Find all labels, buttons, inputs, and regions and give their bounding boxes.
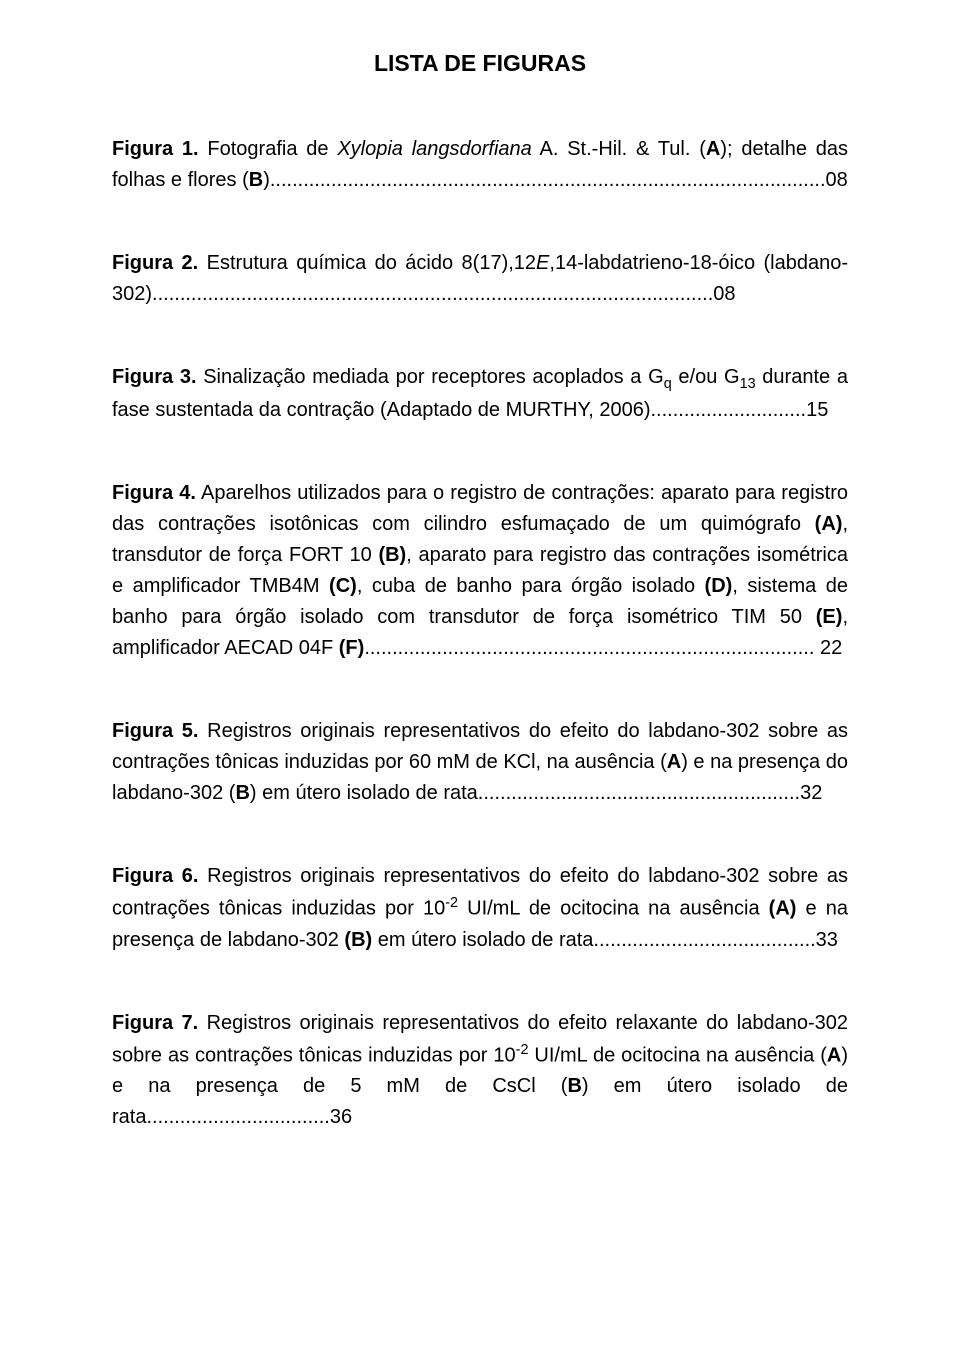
figure-label: Figura 6.	[112, 865, 198, 887]
figure-label: Figura 7.	[112, 1012, 198, 1034]
figure-entry-3: Figura 3. Sinalização mediada por recept…	[112, 362, 848, 426]
figure-entry-2: Figura 2. Estrutura química do ácido 8(1…	[112, 248, 848, 310]
bold-text: (D)	[705, 575, 733, 597]
text: , cuba de banho para órgão isolado	[357, 575, 705, 597]
figure-label: Figura 2.	[112, 252, 198, 274]
text: Sinalização mediada por receptores acopl…	[197, 366, 664, 388]
superscript: -2	[516, 1042, 529, 1058]
bold-text: (C)	[329, 575, 357, 597]
text: ) em útero isolado de rata..............…	[250, 782, 822, 804]
figure-entry-4: Figura 4. Aparelhos utilizados para o re…	[112, 478, 848, 664]
bold-text: (E)	[816, 606, 843, 628]
text: ........................................…	[364, 637, 842, 659]
bold-text: A	[667, 751, 681, 773]
text: UI/mL de ocitocina na ausência	[458, 898, 769, 920]
figure-entry-1: Figura 1. Fotografia de Xylopia langsdor…	[112, 134, 848, 196]
figure-label: Figura 4.	[112, 482, 196, 504]
italic-text: Xylopia langsdorfiana	[337, 138, 532, 160]
figure-entry-7: Figura 7. Registros originais representa…	[112, 1008, 848, 1134]
text: e/ou G	[672, 366, 740, 388]
figure-label: Figura 3.	[112, 366, 197, 388]
subscript: q	[664, 376, 672, 392]
bold-text: (A)	[815, 513, 843, 535]
bold-text: B	[567, 1075, 581, 1097]
superscript: -2	[445, 895, 458, 911]
bold-text: (B)	[344, 929, 372, 951]
bold-text: A	[827, 1044, 841, 1066]
figure-entry-5: Figura 5. Registros originais representa…	[112, 716, 848, 809]
text: UI/mL de ocitocina na ausência (	[528, 1044, 826, 1066]
subscript: 13	[740, 376, 756, 392]
bold-text: (F)	[339, 637, 365, 659]
italic-text: E	[536, 252, 549, 274]
text: ).......................................…	[263, 169, 848, 191]
text: Aparelhos utilizados para o registro de …	[112, 482, 848, 535]
bold-text: B	[235, 782, 249, 804]
bold-text: (B)	[378, 544, 406, 566]
text: em útero isolado de rata................…	[372, 929, 838, 951]
figure-entry-6: Figura 6. Registros originais representa…	[112, 861, 848, 956]
document-page: LISTA DE FIGURAS Figura 1. Fotografia de…	[0, 0, 960, 1371]
bold-text: B	[249, 169, 263, 191]
figure-label: Figura 1.	[112, 138, 199, 160]
text: Fotografia de	[199, 138, 338, 160]
bold-text: A	[706, 138, 720, 160]
text: Estrutura química do ácido 8(17),12	[198, 252, 536, 274]
page-title: LISTA DE FIGURAS	[112, 46, 848, 82]
bold-text: (A)	[769, 898, 797, 920]
figure-label: Figura 5.	[112, 720, 198, 742]
text: A. St.-Hil. & Tul. (	[532, 138, 706, 160]
